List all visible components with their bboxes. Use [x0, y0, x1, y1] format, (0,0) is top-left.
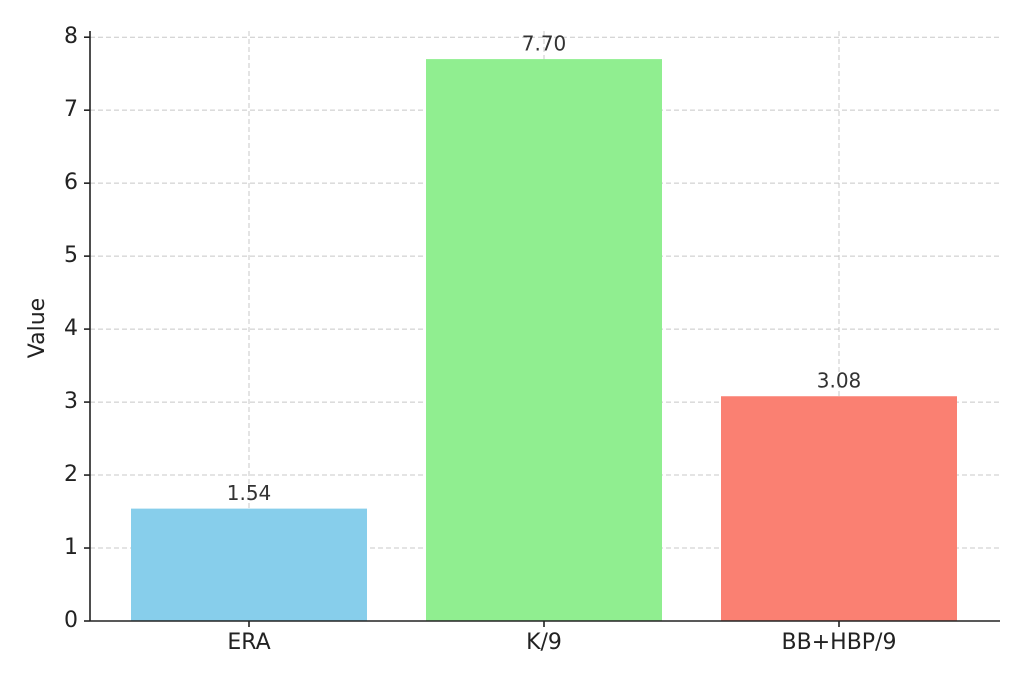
y-tick-label: 1 [64, 535, 78, 560]
y-tick-label: 8 [64, 24, 78, 49]
y-tick-label: 0 [64, 608, 78, 633]
bar [131, 508, 367, 621]
y-tick-label: 3 [64, 389, 78, 414]
y-axis-label: Value [25, 298, 50, 358]
y-tick-label: 7 [64, 97, 78, 122]
value-label: 3.08 [817, 369, 862, 393]
x-tick-label: ERA [227, 630, 270, 655]
y-tick-label: 6 [64, 170, 78, 195]
bar [426, 59, 662, 622]
x-tick-label: K/9 [526, 630, 562, 655]
value-label: 1.54 [227, 481, 272, 505]
value-label: 7.70 [522, 32, 567, 56]
y-tick-label: 5 [64, 243, 78, 268]
bar [721, 396, 957, 621]
y-tick-label: 4 [64, 316, 78, 341]
x-tick-label: BB+HBP/9 [782, 630, 897, 655]
y-tick-label: 2 [64, 462, 78, 487]
